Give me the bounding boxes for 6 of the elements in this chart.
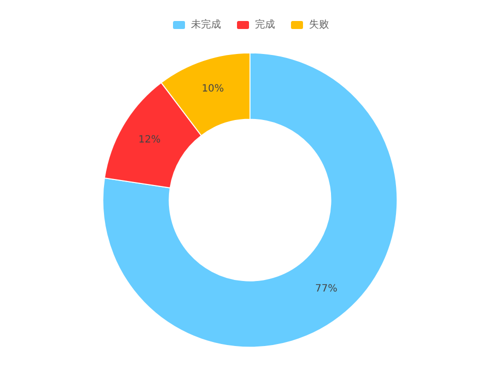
- legend-label: 完成: [255, 18, 275, 30]
- data-label: 77%: [315, 283, 338, 294]
- legend-label: 失败: [309, 18, 329, 30]
- legend-label: 未完成: [191, 18, 221, 30]
- data-label: 10%: [202, 84, 224, 95]
- data-label: 12%: [138, 134, 161, 146]
